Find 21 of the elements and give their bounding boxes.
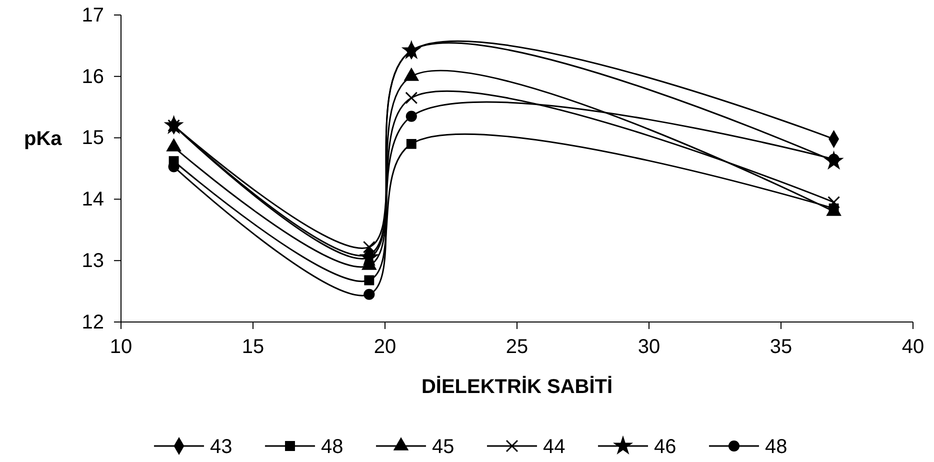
x-tick-label: 25 (506, 336, 528, 358)
y-tick-label: 15 (82, 127, 104, 150)
y-tick-label: 14 (82, 188, 104, 211)
legend-label: 46 (654, 436, 676, 458)
x-tick-label: 15 (242, 336, 264, 358)
y-tick-label: 16 (82, 66, 104, 88)
legend-label: 48 (321, 436, 344, 458)
x-axis-title: DİELEKTRİK SABİTİ (421, 375, 613, 398)
x-tick-label: 20 (374, 336, 396, 358)
legend-label: 48 (765, 436, 788, 458)
legend-label: 43 (210, 436, 232, 458)
y-tick-label: 12 (82, 311, 104, 334)
y-tick-label: 17 (82, 4, 104, 26)
x-tick-label: 35 (770, 336, 792, 358)
x-tick-label: 10 (110, 336, 132, 358)
x-tick-label: 40 (902, 336, 924, 358)
legend-label: 45 (432, 436, 454, 458)
y-tick-label: 13 (82, 250, 104, 272)
y-axis-title: pKa (24, 128, 63, 150)
x-tick-label: 30 (638, 336, 660, 358)
legend-label: 44 (543, 436, 566, 458)
